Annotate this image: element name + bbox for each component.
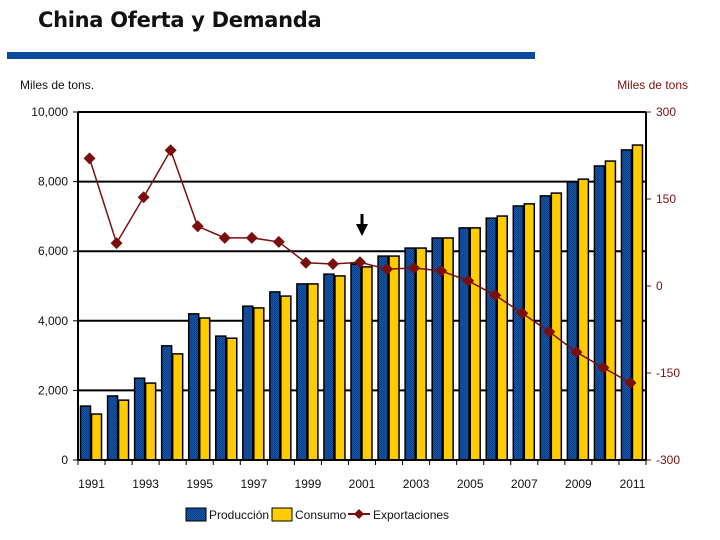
x-tick-label: 2009 — [565, 477, 592, 491]
y-tick-label: 6,000 — [38, 244, 68, 258]
chart-title: China Oferta y Demanda — [38, 8, 322, 32]
y2-tick-label: 300 — [656, 105, 676, 119]
marker-exportaciones — [164, 144, 177, 157]
bar-consumo — [117, 399, 130, 461]
x-tick-label: 2005 — [457, 477, 484, 491]
bar-produccion — [269, 291, 281, 461]
bar-produccion — [620, 149, 633, 461]
bar-consumo — [253, 307, 265, 461]
bar-consumo — [334, 275, 346, 461]
x-tick-label: 1997 — [240, 477, 267, 491]
bar-produccion — [242, 305, 254, 461]
bar-produccion — [133, 377, 146, 461]
y2-tick-label: -150 — [656, 366, 680, 380]
bar-consumo — [171, 353, 184, 461]
y-tick-label: 10,000 — [31, 105, 68, 119]
bar-consumo — [226, 337, 238, 461]
bar-consumo — [550, 192, 563, 461]
bar-consumo — [361, 266, 373, 461]
bar-consumo — [90, 413, 103, 461]
marker-exportaciones — [462, 274, 475, 287]
y2-tick-label: -300 — [656, 453, 680, 467]
marker-exportaciones — [245, 231, 258, 244]
y2-tick-label: 0 — [656, 279, 663, 293]
x-tick-label: 2007 — [511, 477, 538, 491]
marker-exportaciones — [381, 263, 394, 276]
bar-consumo — [577, 178, 590, 461]
marker-exportaciones — [597, 361, 610, 374]
x-tick-label: 1999 — [295, 477, 322, 491]
legend-label-exportaciones: Exportaciones — [373, 508, 449, 522]
marker-exportaciones — [435, 264, 448, 277]
down-arrow-annotation — [356, 214, 368, 236]
bar-consumo — [415, 247, 427, 461]
bar-produccion — [593, 165, 606, 461]
legend-swatch-produccion — [185, 507, 207, 522]
marker-exportaciones — [354, 256, 366, 269]
bar-consumo — [307, 283, 319, 461]
y-axis-label: Miles de tons. — [20, 78, 94, 92]
legend-swatch-exportaciones-marker — [354, 509, 364, 519]
bar-produccion — [323, 273, 335, 461]
bar-produccion — [215, 335, 227, 461]
marker-exportaciones — [489, 289, 502, 302]
x-tick-label: 1991 — [78, 477, 105, 491]
bar-consumo — [198, 317, 211, 461]
marker-exportaciones — [191, 220, 204, 233]
y-tick-label: 4,000 — [38, 314, 68, 328]
bar-consumo — [388, 255, 400, 461]
marker-exportaciones — [408, 262, 421, 275]
bar-produccion — [377, 255, 389, 461]
bar-produccion — [566, 181, 579, 461]
marker-exportaciones — [570, 346, 583, 359]
y-tick-label: 0 — [61, 453, 68, 467]
bar-consumo — [523, 203, 536, 461]
bar-produccion — [296, 283, 308, 461]
y-tick-label: 2,000 — [38, 383, 68, 397]
x-tick-label: 2011 — [620, 477, 646, 491]
legend-label-produccion: Producción — [209, 508, 269, 522]
marker-exportaciones — [299, 256, 312, 269]
bar-consumo — [469, 227, 481, 461]
marker-exportaciones — [83, 152, 96, 165]
y-tick-label: 8,000 — [38, 175, 68, 189]
title-underline-bar — [7, 52, 535, 59]
marker-exportaciones — [218, 231, 231, 244]
bar-consumo — [280, 295, 292, 461]
bar-consumo — [496, 215, 508, 461]
marker-exportaciones — [624, 376, 637, 389]
bar-consumo — [144, 382, 157, 461]
marker-exportaciones — [272, 235, 285, 248]
bar-consumo — [631, 144, 644, 461]
legend: Producción Consumo Exportaciones — [185, 507, 449, 522]
x-tick-label: 2003 — [403, 477, 430, 491]
x-tick-label: 2001 — [349, 477, 376, 491]
bar-produccion — [512, 205, 525, 461]
x-tick-label: 1993 — [132, 477, 159, 491]
bar-produccion — [485, 217, 497, 461]
marker-exportaciones — [543, 325, 556, 338]
marker-exportaciones — [326, 257, 339, 270]
bar-produccion — [404, 247, 416, 461]
marker-exportaciones — [516, 307, 529, 320]
bar-produccion — [350, 263, 362, 461]
bar-produccion — [106, 395, 119, 461]
x-tick-label: 1995 — [186, 477, 213, 491]
legend-swatch-consumo — [271, 507, 293, 522]
bar-produccion — [79, 405, 92, 461]
legend-label-consumo: Consumo — [295, 508, 347, 522]
bar-consumo — [604, 160, 617, 461]
bar-produccion — [458, 227, 470, 461]
marker-exportaciones — [137, 191, 150, 204]
y2-tick-label: 150 — [656, 192, 676, 206]
y2-axis-label: Miles de tons — [617, 78, 688, 92]
marker-exportaciones — [110, 237, 123, 250]
bar-produccion — [160, 345, 173, 461]
bar-produccion — [187, 313, 200, 461]
